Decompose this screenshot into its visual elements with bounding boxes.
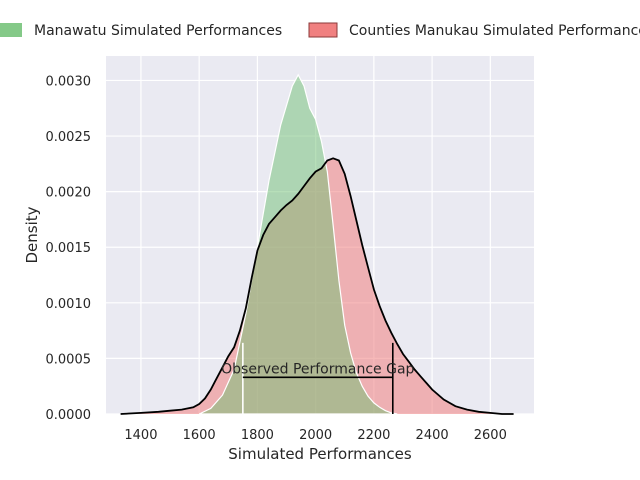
y-axis-label: Density	[23, 206, 41, 263]
x-tick-label: 1800	[241, 428, 274, 443]
legend-swatch-manawatu	[0, 23, 22, 37]
gap-annotation: Observed Performance Gap	[221, 342, 415, 414]
legend-label-counties-manukau: Counties Manukau Simulated Performances	[349, 23, 640, 39]
y-tick-label: 0.0000	[46, 408, 92, 423]
y-tick-label: 0.0010	[46, 297, 92, 312]
legend-swatch-counties-manukau	[308, 22, 338, 38]
legend-label-manawatu: Manawatu Simulated Performances	[34, 23, 282, 39]
x-axis-ticks: 1400 1600 1800 2000 2200 2400 2600	[124, 428, 506, 443]
x-tick-label: 1600	[183, 428, 216, 443]
series-line-counties-manukau	[120, 157, 514, 415]
y-tick-label: 0.0015	[46, 241, 92, 256]
y-tick-label: 0.0030	[46, 74, 92, 89]
x-tick-label: 2000	[299, 428, 332, 443]
annotation-label: Observed Performance Gap	[221, 361, 414, 377]
legend: Manawatu Simulated Performances Counties…	[0, 22, 640, 39]
y-tick-label: 0.0020	[46, 186, 92, 201]
y-axis-ticks: 0.0000 0.0005 0.0010 0.0015 0.0020 0.0025 0.00…	[46, 74, 92, 423]
x-axis-label: Simulated Performances	[228, 445, 412, 463]
x-tick-label: 2400	[416, 428, 449, 443]
y-tick-label: 0.0025	[46, 130, 92, 145]
series-marks	[120, 73, 514, 415]
x-tick-label: 2600	[474, 428, 507, 443]
x-tick-label: 2200	[357, 428, 390, 443]
x-tick-label: 1400	[124, 428, 157, 443]
y-tick-label: 0.0005	[46, 352, 92, 367]
